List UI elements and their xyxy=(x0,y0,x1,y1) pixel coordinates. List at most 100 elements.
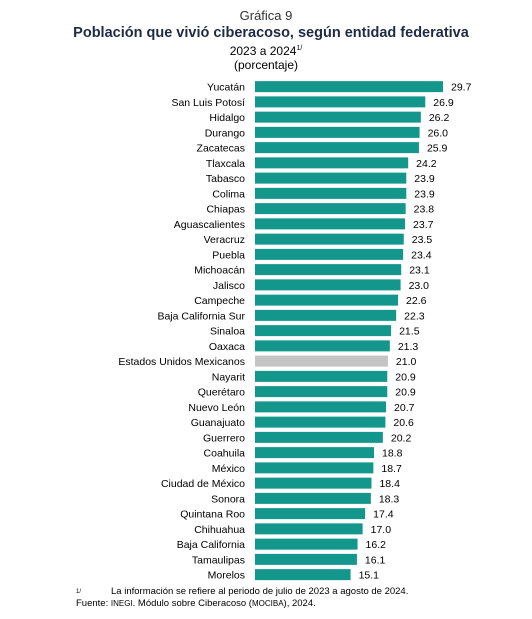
source-abbr: MOCIBA xyxy=(251,599,284,608)
source-mid: . Módulo sobre Ciberacoso ( xyxy=(132,598,252,609)
chart-kicker: Gráfica 9 xyxy=(239,8,293,23)
bar-chihuahua xyxy=(255,523,363,535)
value-label-baja-california-sur: 22.3 xyxy=(404,310,425,322)
category-label-quintana-roo: Quintana Roo xyxy=(180,509,245,521)
category-label-ciudad-de-mexico: Ciudad de México xyxy=(161,478,245,490)
category-label-guanajuato: Guanajuato xyxy=(191,417,245,429)
value-label-durango: 26.0 xyxy=(428,127,449,139)
bar-baja-california-sur xyxy=(255,309,397,321)
category-label-tamaulipas: Tamaulipas xyxy=(192,554,245,566)
bar-yucatan xyxy=(255,81,443,93)
category-label-estados-unidos-mexicanos: Estados Unidos Mexicanos xyxy=(118,356,245,368)
value-label-tamaulipas: 16.1 xyxy=(365,554,386,566)
footnote: 1/La información se refiere al periodo d… xyxy=(76,586,408,598)
value-label-sonora: 18.3 xyxy=(379,493,400,505)
value-label-puebla: 23.4 xyxy=(411,249,432,261)
category-label-oaxaca: Oaxaca xyxy=(209,341,245,353)
value-label-aguascalientes: 23.7 xyxy=(413,219,434,231)
footnote-mark: 1/ xyxy=(76,589,82,595)
bar-chart: Yucatán 29.7 San Luis Potosí 26.9 Hidalgo 26.… xyxy=(118,81,472,582)
category-label-campeche: Campeche xyxy=(194,295,245,307)
bar-puebla xyxy=(255,248,404,260)
bar-guanajuato xyxy=(255,416,386,428)
category-label-san-luis-potosi: San Luis Potosí xyxy=(171,97,245,109)
value-label-queretaro: 20.9 xyxy=(395,387,416,399)
source-line: Fuente: INEGI. Módulo sobre Ciberacoso (… xyxy=(76,598,408,610)
category-label-tabasco: Tabasco xyxy=(206,173,245,185)
bar-nuevo-leon xyxy=(255,401,387,413)
value-label-baja-california: 16.2 xyxy=(366,539,387,551)
category-label-morelos: Morelos xyxy=(208,570,245,582)
bar-ciudad-de-mexico xyxy=(255,477,372,489)
category-label-nuevo-leon: Nuevo León xyxy=(188,402,245,414)
value-label-zacatecas: 25.9 xyxy=(427,143,448,155)
bar-aguascalientes xyxy=(255,218,406,230)
chart-footer: 1/La información se refiere al periodo d… xyxy=(76,586,408,610)
value-label-morelos: 15.1 xyxy=(359,570,380,582)
bar-san-luis-potosi xyxy=(255,96,426,108)
category-label-coahuila: Coahuila xyxy=(204,448,246,460)
bar-campeche xyxy=(255,294,399,306)
value-label-hidalgo: 26.2 xyxy=(429,112,450,124)
category-label-sinaloa: Sinaloa xyxy=(210,326,245,338)
bar-coahuila xyxy=(255,447,375,459)
source-org: INEGI xyxy=(110,599,133,608)
category-label-baja-california-sur: Baja California Sur xyxy=(157,310,245,322)
category-label-durango: Durango xyxy=(205,127,245,139)
category-label-michoacan: Michoacán xyxy=(194,265,245,277)
category-label-mexico: México xyxy=(212,463,245,475)
bar-tabasco xyxy=(255,172,407,184)
value-label-colima: 23.9 xyxy=(414,188,435,200)
value-label-oaxaca: 21.3 xyxy=(398,341,419,353)
category-label-jalisco: Jalisco xyxy=(213,280,245,292)
value-label-chihuahua: 17.0 xyxy=(371,524,392,536)
bar-sinaloa xyxy=(255,325,392,337)
category-label-veracruz: Veracruz xyxy=(204,234,245,246)
value-label-chiapas: 23.8 xyxy=(414,204,435,216)
value-label-veracruz: 23.5 xyxy=(412,234,433,246)
subtitle-note-mark: 1/ xyxy=(296,45,303,52)
chart-header: Gráfica 9 Población que vivió ciberacoso… xyxy=(0,8,532,72)
bar-quintana-roo xyxy=(255,508,366,520)
value-label-jalisco: 23.0 xyxy=(409,280,430,292)
footnote-text: La información se refiere al periodo de … xyxy=(111,586,409,597)
value-label-tlaxcala: 24.2 xyxy=(416,158,437,170)
bar-chiapas xyxy=(255,203,406,215)
bar-guerrero xyxy=(255,431,383,443)
value-label-michoacan: 23.1 xyxy=(409,265,430,277)
category-label-hidalgo: Hidalgo xyxy=(209,112,245,124)
bar-nayarit xyxy=(255,370,388,382)
source-end: ), 2024. xyxy=(283,598,316,609)
value-label-tabasco: 23.9 xyxy=(414,173,435,185)
value-label-nayarit: 20.9 xyxy=(395,371,416,383)
value-label-quintana-roo: 17.4 xyxy=(373,509,394,521)
bar-colima xyxy=(255,187,407,199)
value-label-coahuila: 18.8 xyxy=(382,448,403,460)
category-label-tlaxcala: Tlaxcala xyxy=(206,158,245,170)
bar-jalisco xyxy=(255,279,401,291)
bar-oaxaca xyxy=(255,340,390,352)
chart-title: Población que vivió ciberacoso, según en… xyxy=(73,25,469,41)
bar-tamaulipas xyxy=(255,553,357,565)
value-label-sinaloa: 21.5 xyxy=(399,326,420,338)
category-label-guerrero: Guerrero xyxy=(203,432,245,444)
value-label-san-luis-potosi: 26.9 xyxy=(433,97,454,109)
category-label-yucatan: Yucatán xyxy=(207,82,245,94)
value-label-mexico: 18.7 xyxy=(381,463,402,475)
bar-mexico xyxy=(255,462,374,474)
value-label-estados-unidos-mexicanos: 21.0 xyxy=(396,356,417,368)
category-label-chihuahua: Chihuahua xyxy=(194,524,245,536)
subtitle-text: 2023 a 2024 xyxy=(229,44,297,58)
bar-sonora xyxy=(255,492,371,504)
value-label-guanajuato: 20.6 xyxy=(393,417,414,429)
bar-queretaro xyxy=(255,386,388,398)
category-label-puebla: Puebla xyxy=(212,249,245,261)
bar-durango xyxy=(255,126,420,138)
bar-michoacan xyxy=(255,264,402,276)
bar-hidalgo xyxy=(255,111,421,123)
bar-baja-california xyxy=(255,538,358,550)
value-label-nuevo-leon: 20.7 xyxy=(394,402,415,414)
category-label-queretaro: Querétaro xyxy=(198,387,245,399)
value-label-ciudad-de-mexico: 18.4 xyxy=(379,478,400,490)
category-label-nayarit: Nayarit xyxy=(212,371,245,383)
